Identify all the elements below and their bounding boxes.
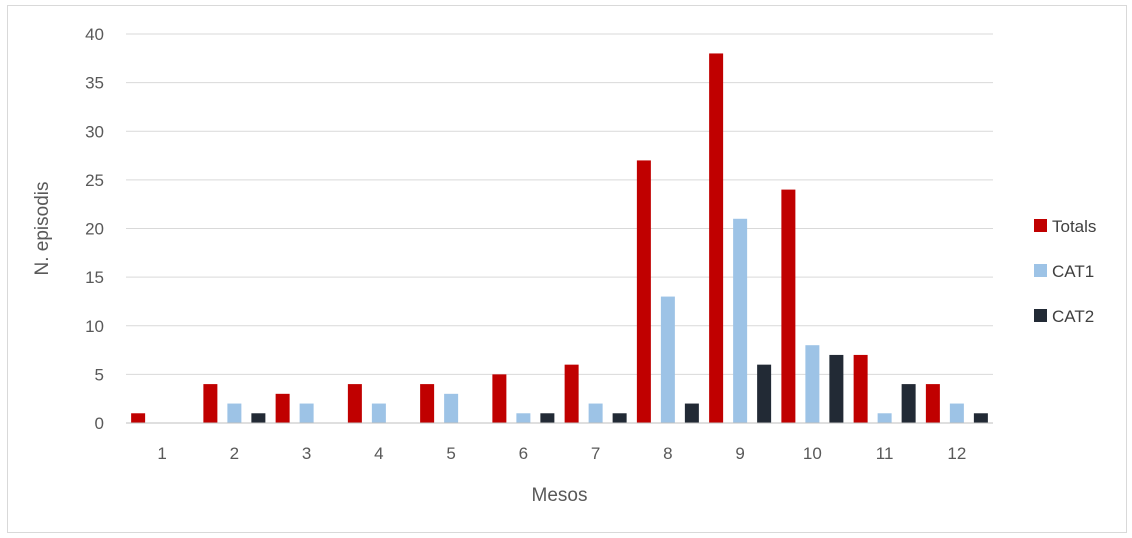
y-tick-label: 30 <box>85 122 104 141</box>
bar-Totals-7 <box>564 364 579 423</box>
y-tick-label: 20 <box>85 220 104 239</box>
x-tick-label: 4 <box>374 444 383 463</box>
legend-label-CAT1: CAT1 <box>1052 262 1094 281</box>
y-tick-label: 10 <box>85 317 104 336</box>
legend-label-Totals: Totals <box>1052 217 1096 236</box>
legend-swatch-Totals <box>1034 219 1047 232</box>
gridlines <box>126 33 993 375</box>
bar-CAT2-11 <box>901 384 916 423</box>
bar-Totals-8 <box>636 160 651 424</box>
x-tick-label: 12 <box>947 444 966 463</box>
x-tick-label: 9 <box>735 444 744 463</box>
legend-swatch-CAT1 <box>1034 264 1047 277</box>
bar-Totals-11 <box>853 354 868 423</box>
x-tick-label: 5 <box>446 444 455 463</box>
y-axis-title: N. episodis <box>32 182 53 276</box>
bar-Totals-6 <box>492 374 507 423</box>
bar-Totals-12 <box>925 384 940 423</box>
y-tick-label: 35 <box>85 74 104 93</box>
bar-CAT1-8 <box>660 296 675 423</box>
x-tick-label: 10 <box>803 444 822 463</box>
bar-Totals-1 <box>131 413 146 423</box>
bar-CAT1-7 <box>588 403 603 423</box>
bar-CAT2-6 <box>540 413 555 423</box>
x-tick-label: 7 <box>591 444 600 463</box>
bar-Totals-4 <box>347 384 362 423</box>
y-tick-label: 25 <box>85 171 104 190</box>
bar-CAT2-2 <box>251 413 266 423</box>
x-axis-title: Mesos <box>532 485 588 506</box>
bar-CAT1-10 <box>805 345 820 423</box>
bar-Totals-2 <box>203 384 218 423</box>
chart-frame <box>7 5 1127 533</box>
x-tick-label: 1 <box>157 444 166 463</box>
y-tick-label: 0 <box>95 414 104 433</box>
bar-CAT2-9 <box>757 364 772 423</box>
bar-CAT1-11 <box>877 413 892 423</box>
x-tick-labels: 1 2 3 4 5 6 7 8 9 10 11 12 <box>157 444 966 463</box>
bar-Totals-10 <box>781 189 796 423</box>
x-tick-label: 6 <box>519 444 528 463</box>
bar-CAT1-5 <box>444 393 459 423</box>
y-tick-label: 15 <box>85 268 104 287</box>
bar-CAT2-8 <box>684 403 699 423</box>
bar-Totals-5 <box>420 384 435 423</box>
bar-CAT2-7 <box>612 413 627 423</box>
bar-CAT2-10 <box>829 354 844 423</box>
y-tick-label: 40 <box>85 25 104 44</box>
legend-swatch-CAT2 <box>1034 309 1047 322</box>
bar-CAT1-9 <box>733 218 748 423</box>
y-tick-labels: 0 5 10 15 20 25 30 35 40 <box>85 25 104 433</box>
x-tick-label: 2 <box>230 444 239 463</box>
bar-Totals-3 <box>275 393 290 423</box>
bar-Totals-9 <box>709 53 724 423</box>
bar-CAT1-3 <box>299 403 314 423</box>
x-tick-label: 8 <box>663 444 672 463</box>
bar-CAT1-12 <box>949 403 964 423</box>
x-tick-label: 3 <box>302 444 311 463</box>
x-tick-label: 11 <box>876 444 894 463</box>
legend-label-CAT2: CAT2 <box>1052 307 1094 326</box>
y-tick-label: 5 <box>95 365 104 384</box>
bar-CAT1-4 <box>371 403 386 423</box>
bar-CAT1-6 <box>516 413 531 423</box>
bar-CAT2-12 <box>973 413 988 423</box>
bar-CAT1-2 <box>227 403 242 423</box>
bars <box>131 53 988 424</box>
legend: Totals CAT1 CAT2 <box>1034 217 1096 326</box>
